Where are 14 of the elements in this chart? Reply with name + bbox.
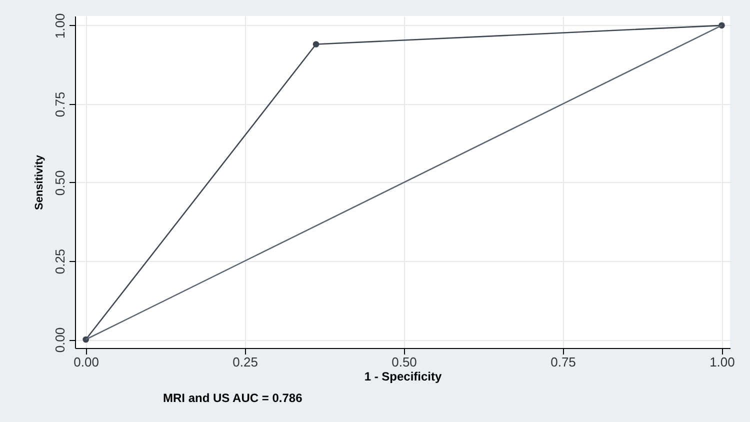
y-tick-label: 0.00 xyxy=(52,327,68,353)
point xyxy=(312,41,320,48)
y-tick-label: 0.75 xyxy=(52,92,68,118)
x-tick-label: 0.75 xyxy=(550,354,576,370)
y-tick-label: 1.00 xyxy=(52,13,68,39)
x-axis-title: 1 - Specificity xyxy=(364,370,442,384)
y-axis-title: Sensitivity xyxy=(34,154,46,210)
x-tick-label: 0.00 xyxy=(74,354,99,370)
x-tick-label: 1.00 xyxy=(710,354,735,370)
x-tick-label: 0.50 xyxy=(392,354,417,370)
y-tick-label: 0.25 xyxy=(52,248,68,274)
text: MRI and US AUC = 0.786 xyxy=(163,391,303,405)
x-tick-label: 0.25 xyxy=(232,354,258,370)
y-tick-label: 0.50 xyxy=(52,170,68,196)
